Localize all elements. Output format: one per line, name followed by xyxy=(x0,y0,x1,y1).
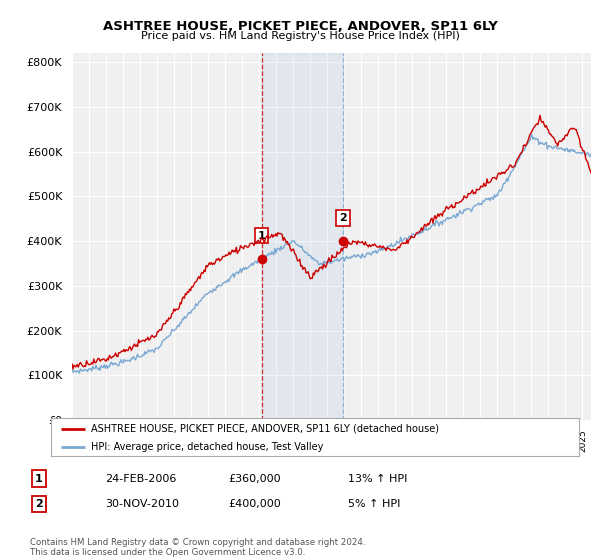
Text: 5% ↑ HPI: 5% ↑ HPI xyxy=(348,499,400,509)
Text: HPI: Average price, detached house, Test Valley: HPI: Average price, detached house, Test… xyxy=(91,442,323,452)
Text: £360,000: £360,000 xyxy=(228,474,281,484)
Text: 2: 2 xyxy=(339,213,347,223)
Text: 1: 1 xyxy=(35,474,43,484)
Text: 24-FEB-2006: 24-FEB-2006 xyxy=(105,474,176,484)
Text: 30-NOV-2010: 30-NOV-2010 xyxy=(105,499,179,509)
Text: ASHTREE HOUSE, PICKET PIECE, ANDOVER, SP11 6LY (detached house): ASHTREE HOUSE, PICKET PIECE, ANDOVER, SP… xyxy=(91,423,439,433)
Text: Price paid vs. HM Land Registry's House Price Index (HPI): Price paid vs. HM Land Registry's House … xyxy=(140,31,460,41)
Text: ASHTREE HOUSE, PICKET PIECE, ANDOVER, SP11 6LY: ASHTREE HOUSE, PICKET PIECE, ANDOVER, SP… xyxy=(103,20,497,32)
Text: 2: 2 xyxy=(35,499,43,509)
Text: Contains HM Land Registry data © Crown copyright and database right 2024.
This d: Contains HM Land Registry data © Crown c… xyxy=(30,538,365,557)
Text: £400,000: £400,000 xyxy=(228,499,281,509)
Bar xyxy=(262,53,343,420)
Text: 13% ↑ HPI: 13% ↑ HPI xyxy=(348,474,407,484)
Text: 1: 1 xyxy=(258,231,266,241)
